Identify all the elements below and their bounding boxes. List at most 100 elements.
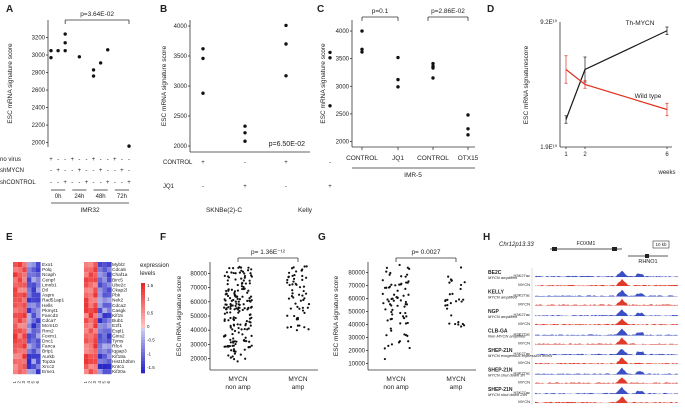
y-tick-label: 70000 bbox=[190, 286, 207, 292]
data-point bbox=[229, 338, 232, 341]
legend-title: expression bbox=[140, 263, 169, 269]
data-point bbox=[56, 48, 60, 53]
heatmap-cell bbox=[97, 292, 103, 298]
data-point bbox=[396, 77, 400, 82]
gene-label: Eme1 bbox=[42, 369, 55, 375]
data-point bbox=[250, 299, 253, 302]
heatmap-cell bbox=[26, 358, 32, 364]
heatmap-cell bbox=[31, 369, 36, 375]
data-point bbox=[250, 268, 253, 271]
data-point bbox=[242, 287, 245, 291]
gene-label: Dtl bbox=[42, 288, 48, 294]
heatmap-cell bbox=[97, 318, 103, 324]
legend-swatch bbox=[141, 289, 145, 293]
data-point bbox=[459, 283, 463, 287]
data-point bbox=[292, 266, 295, 269]
data-point bbox=[244, 357, 247, 360]
column-label: 4 bbox=[97, 380, 102, 383]
heatmap-cell bbox=[22, 338, 27, 344]
heatmap-cell bbox=[88, 328, 94, 334]
data-point bbox=[243, 139, 247, 143]
heatmap-cell bbox=[88, 302, 94, 308]
heatmap-cell bbox=[26, 364, 32, 370]
data-point bbox=[294, 282, 297, 285]
legend-title: levels bbox=[140, 271, 155, 277]
heatmap-cell bbox=[36, 318, 41, 324]
data-point bbox=[462, 298, 465, 301]
heatmap-cell bbox=[102, 302, 107, 308]
heatmap-cell bbox=[17, 302, 23, 308]
heatmap-cell bbox=[102, 292, 107, 298]
data-point bbox=[444, 304, 447, 307]
data-point bbox=[231, 328, 234, 331]
signal-track bbox=[535, 270, 678, 277]
data-point bbox=[306, 306, 309, 309]
heatmap-cell bbox=[102, 369, 107, 375]
data-point bbox=[299, 299, 302, 302]
legend-swatch bbox=[141, 319, 145, 323]
data-point bbox=[307, 328, 310, 331]
data-point bbox=[247, 307, 250, 310]
heatmap-cell bbox=[88, 353, 94, 359]
heatmap-cell bbox=[13, 318, 18, 324]
data-point bbox=[233, 352, 236, 355]
heatmap-cell bbox=[26, 353, 32, 359]
data-point bbox=[226, 294, 230, 298]
track-label: MYCN bbox=[518, 360, 530, 365]
data-point bbox=[450, 279, 453, 282]
legend-swatch bbox=[141, 364, 145, 368]
track-label: H3K27ac bbox=[514, 390, 530, 395]
x-tick-label: amp bbox=[292, 384, 305, 391]
data-point bbox=[291, 283, 294, 286]
data-point bbox=[236, 297, 239, 300]
data-point bbox=[245, 319, 248, 323]
heatmap-cell bbox=[88, 287, 94, 293]
heatmap-cell bbox=[36, 348, 41, 354]
heatmap-cell bbox=[107, 282, 112, 288]
panel-letter-e: E bbox=[6, 232, 13, 243]
data-point bbox=[284, 42, 288, 46]
row-label: shMYCN bbox=[0, 168, 24, 174]
heatmap-cell bbox=[36, 307, 41, 313]
data-point bbox=[328, 50, 332, 55]
sign-mark: + bbox=[78, 168, 82, 174]
legend-swatch bbox=[141, 307, 145, 311]
heatmap-cell bbox=[97, 343, 103, 349]
data-point bbox=[231, 332, 234, 336]
heatmap-cell bbox=[13, 338, 18, 344]
heatmap-cell bbox=[97, 282, 103, 288]
legend-swatch bbox=[141, 355, 145, 359]
signal-track bbox=[535, 278, 678, 286]
column-label: 5 bbox=[101, 380, 106, 383]
data-point bbox=[223, 306, 226, 309]
data-point bbox=[293, 314, 296, 318]
heatmap-cell bbox=[107, 297, 112, 303]
data-point bbox=[63, 48, 67, 53]
heatmap-cell bbox=[107, 353, 112, 359]
data-point bbox=[286, 314, 289, 317]
row-label: shCONTROL bbox=[0, 180, 36, 186]
data-point bbox=[234, 342, 237, 346]
data-point bbox=[404, 311, 407, 315]
data-point bbox=[446, 304, 449, 307]
gene-label: Tyms bbox=[112, 339, 124, 345]
data-point bbox=[431, 61, 435, 66]
x-tick-label: OTX15 bbox=[458, 155, 479, 162]
data-point bbox=[466, 127, 470, 131]
legend-tick-label: 1 bbox=[147, 297, 150, 302]
heatmap-cell bbox=[13, 262, 18, 268]
data-point bbox=[63, 32, 67, 36]
heatmap-cell bbox=[31, 338, 36, 344]
heatmap-cell bbox=[31, 277, 36, 283]
heatmap-cell bbox=[26, 292, 32, 298]
column-label: 2 bbox=[88, 380, 93, 383]
data-point bbox=[303, 311, 306, 315]
heatmap-cell bbox=[88, 282, 94, 288]
gene-label: Fanca bbox=[42, 344, 56, 350]
data-point bbox=[303, 326, 306, 329]
data-point bbox=[296, 318, 299, 321]
data-point bbox=[49, 55, 53, 60]
data-point bbox=[229, 316, 232, 320]
x-axis-label: weeks bbox=[657, 170, 675, 176]
sample-note: Non MYCN amplified bbox=[488, 334, 526, 339]
